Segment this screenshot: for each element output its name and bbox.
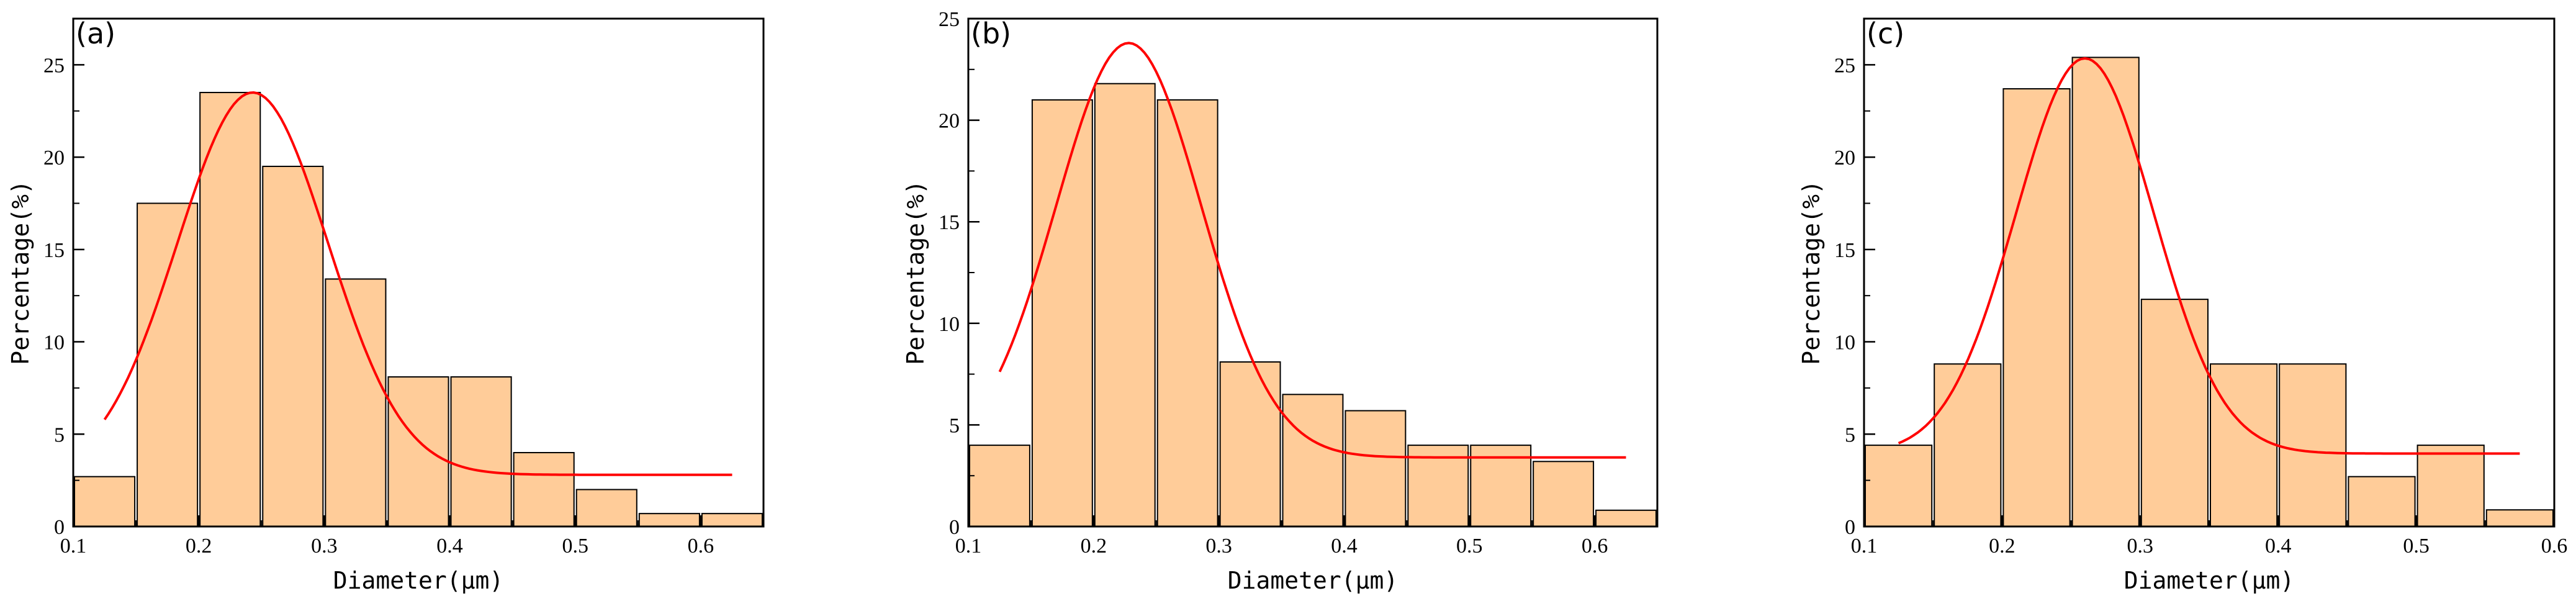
histogram-bar bbox=[2002, 88, 2071, 528]
histogram-bar bbox=[262, 165, 324, 527]
x-tick-label: 0.1 bbox=[60, 535, 87, 558]
histogram-bar bbox=[137, 202, 199, 528]
histogram-bar bbox=[1219, 361, 1281, 528]
x-tick-label: 0.6 bbox=[1582, 535, 1608, 558]
y-tick-label: 10 bbox=[43, 332, 65, 355]
y-axis-title: Percentage(%) bbox=[1798, 180, 1825, 364]
y-tick-label: 15 bbox=[1834, 239, 1855, 262]
y-tick-label: 20 bbox=[43, 147, 65, 169]
x-axis-title: Diameter(μm) bbox=[333, 567, 504, 594]
x-tick-label: 0.4 bbox=[2265, 535, 2292, 558]
x-tick-label: 0.3 bbox=[2127, 535, 2154, 558]
histogram-bar bbox=[2348, 476, 2416, 527]
panel-label: (a) bbox=[76, 17, 115, 50]
x-axis-title: Diameter(μm) bbox=[1228, 567, 1398, 594]
histogram-bar bbox=[1282, 394, 1344, 527]
fit-curve bbox=[998, 42, 1626, 459]
x-tick-label: 0.4 bbox=[436, 535, 463, 558]
y-tick-label: 15 bbox=[939, 211, 960, 234]
panel-b: 0.1 0.2 0.3 0.4 0.5 0.6 0 5 10 15 20 25 Diameter(μm)… bbox=[902, 8, 1659, 594]
histogram-bar bbox=[450, 376, 512, 528]
histogram-bar bbox=[969, 445, 1030, 527]
x-tick-label: 0.5 bbox=[1456, 535, 1483, 558]
histogram-bar bbox=[1031, 99, 1093, 527]
histogram-bar bbox=[1156, 99, 1218, 527]
y-tick-label: 5 bbox=[949, 414, 960, 437]
panel-a: 0.1 0.2 0.3 0.4 0.5 0.6 0 5 10 15 20 25 Diameter(μm)… bbox=[7, 17, 765, 594]
x-tick-label: 0.2 bbox=[186, 535, 212, 558]
fit-curve bbox=[103, 91, 732, 476]
plot-frame bbox=[72, 17, 765, 528]
panel-label: (b) bbox=[971, 17, 1011, 50]
histogram-bar bbox=[638, 513, 700, 527]
y-tick-label: 25 bbox=[1834, 54, 1855, 77]
histogram-bar bbox=[325, 278, 387, 527]
x-tick-label: 0.2 bbox=[1989, 535, 2015, 558]
x-tick-label: 0.6 bbox=[2541, 535, 2568, 558]
x-axis-title: Diameter(μm) bbox=[2124, 567, 2295, 594]
histogram-bar bbox=[2071, 56, 2140, 527]
x-tick-label: 0.1 bbox=[1851, 535, 1878, 558]
y-tick-label: 10 bbox=[939, 313, 960, 336]
histogram-bar bbox=[387, 376, 449, 528]
y-tick-label: 25 bbox=[43, 54, 65, 77]
y-axis-title: Percentage(%) bbox=[902, 180, 929, 364]
panel-label: (c) bbox=[1867, 17, 1904, 50]
histogram-bar bbox=[1407, 445, 1469, 527]
x-tick-label: 0.4 bbox=[1331, 535, 1358, 558]
histogram-bar bbox=[701, 513, 763, 527]
y-tick-label: 5 bbox=[1845, 423, 1855, 446]
histogram-bar bbox=[2140, 299, 2209, 527]
histogram-bar bbox=[575, 489, 637, 528]
histogram-bar bbox=[1865, 445, 1933, 527]
y-tick-label: 5 bbox=[54, 423, 65, 446]
histogram-bar bbox=[1533, 461, 1595, 528]
histogram-bar bbox=[2210, 363, 2278, 527]
histogram-bar bbox=[74, 476, 136, 527]
histogram-bar bbox=[199, 91, 261, 527]
y-tick-label: 0 bbox=[949, 516, 960, 539]
panel-c: 0.1 0.2 0.3 0.4 0.5 0.6 0 5 10 15 20 25 Diameter(μm)… bbox=[1798, 17, 2567, 594]
x-tick-label: 0.2 bbox=[1081, 535, 1107, 558]
histogram-bar bbox=[1344, 410, 1407, 527]
x-tick-label: 0.6 bbox=[688, 535, 714, 558]
y-tick-label: 25 bbox=[939, 8, 960, 31]
y-tick-label: 10 bbox=[1834, 332, 1855, 355]
y-tick-label: 0 bbox=[1845, 516, 1855, 539]
histogram-bar bbox=[1595, 509, 1657, 527]
y-tick-label: 20 bbox=[939, 110, 960, 133]
histogram-bar bbox=[1934, 363, 2002, 527]
y-tick-label: 20 bbox=[1834, 147, 1855, 169]
y-tick-label: 0 bbox=[54, 516, 65, 539]
x-tick-label: 0.3 bbox=[311, 535, 338, 558]
histogram-bar bbox=[2416, 445, 2485, 527]
x-tick-label: 0.3 bbox=[1205, 535, 1232, 558]
histogram-bar bbox=[1470, 445, 1532, 527]
histogram-bar bbox=[1094, 83, 1156, 528]
x-tick-label: 0.5 bbox=[2403, 535, 2430, 558]
y-axis-title: Percentage(%) bbox=[7, 180, 34, 364]
fit-curve bbox=[1898, 56, 2520, 455]
histogram-bar bbox=[2485, 509, 2554, 527]
histogram-bar bbox=[2279, 363, 2347, 527]
x-tick-label: 0.1 bbox=[955, 535, 982, 558]
histogram-bar bbox=[513, 452, 575, 528]
x-tick-label: 0.5 bbox=[562, 535, 588, 558]
y-tick-label: 15 bbox=[43, 239, 65, 262]
